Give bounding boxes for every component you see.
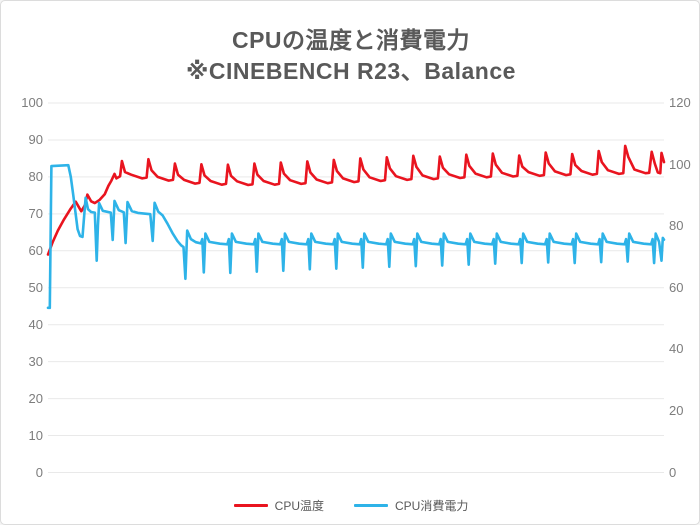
chart-title-line1: CPUの温度と消費電力 — [231, 27, 471, 53]
legend-item-temp: CPU温度 — [233, 497, 324, 514]
y-tick-right: 80 — [669, 218, 684, 234]
y-tick-left: 60 — [28, 242, 43, 258]
y-tick-left: 70 — [28, 205, 43, 221]
series-line-cpu-temp — [46, 144, 666, 256]
chart-title: CPUの温度と消費電力 ※CINEBENCH R23、Balance — [1, 25, 699, 87]
legend-label-power: CPU消費電力 — [395, 499, 469, 513]
y-tick-right: 100 — [669, 156, 691, 172]
y-tick-left: 0 — [35, 464, 43, 480]
y-tick-left: 20 — [28, 390, 43, 406]
y-tick-right: 20 — [669, 402, 684, 418]
y-tick-right: 40 — [669, 341, 684, 357]
legend-label-temp: CPU温度 — [274, 499, 324, 513]
y-tick-left: 40 — [28, 316, 43, 332]
y-tick-right: 0 — [669, 464, 677, 480]
y-tick-right: 60 — [669, 279, 684, 295]
y-tick-left: 80 — [28, 168, 43, 184]
chart-title-line2: ※CINEBENCH R23、Balance — [186, 58, 516, 84]
temp-line-swatch — [233, 504, 268, 507]
series-line-cpu-power — [46, 163, 666, 310]
y-tick-left: 10 — [28, 427, 43, 443]
y-tick-left: 50 — [28, 279, 43, 295]
legend: CPU温度 CPU消費電力 — [1, 497, 699, 514]
y-tick-right: 120 — [669, 95, 691, 110]
power-line-swatch — [354, 504, 388, 507]
legend-item-power: CPU消費電力 — [354, 497, 468, 514]
y-tick-left: 90 — [28, 131, 43, 147]
y-tick-left: 100 — [21, 95, 43, 110]
y-tick-left: 30 — [28, 353, 43, 369]
